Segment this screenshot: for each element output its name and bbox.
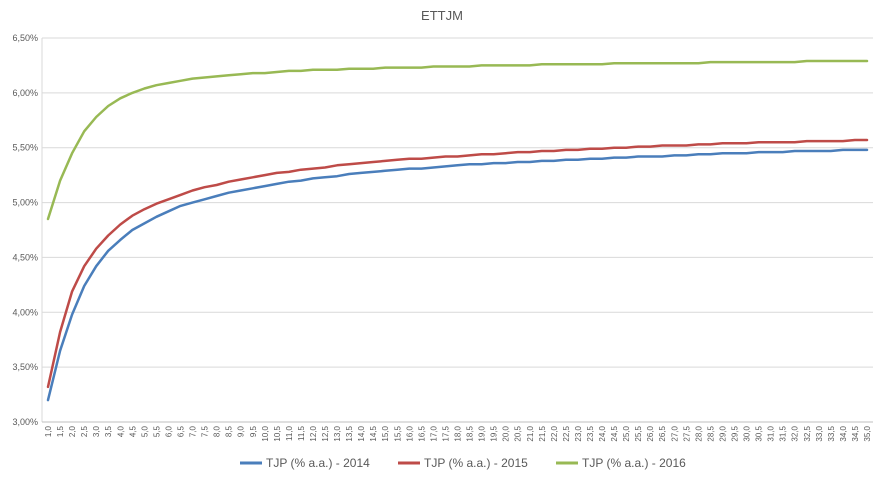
x-tick-label: 15,0 bbox=[381, 425, 390, 441]
x-tick-label: 19,5 bbox=[490, 425, 499, 441]
x-tick-label: 25,0 bbox=[622, 425, 631, 441]
y-tick-label: 4,00% bbox=[12, 307, 38, 317]
x-tick-label: 13,0 bbox=[333, 425, 342, 441]
x-tick-label: 1,0 bbox=[44, 425, 53, 437]
x-tick-label: 35,0 bbox=[863, 425, 872, 441]
x-tick-label: 33,5 bbox=[827, 425, 836, 441]
chart-title: ETTJM bbox=[421, 8, 463, 23]
x-tick-label: 21,5 bbox=[538, 425, 547, 441]
x-tick-label: 29,5 bbox=[731, 425, 740, 441]
y-tick-label: 6,00% bbox=[12, 88, 38, 98]
x-tick-label: 33,0 bbox=[815, 425, 824, 441]
series-line-3 bbox=[46, 59, 869, 221]
legend-label: TJP (% a.a.) - 2014 bbox=[266, 456, 370, 470]
x-tick-label: 14,0 bbox=[357, 425, 366, 441]
x-tick-label: 26,5 bbox=[658, 425, 667, 441]
x-tick-label: 23,0 bbox=[574, 425, 583, 441]
y-tick-label: 5,00% bbox=[12, 198, 38, 208]
x-tick-label: 2,0 bbox=[68, 425, 77, 437]
x-tick-label: 14,5 bbox=[369, 425, 378, 441]
y-tick-label: 5,50% bbox=[12, 143, 38, 153]
x-tick-label: 24,5 bbox=[610, 425, 619, 441]
series-line-2 bbox=[46, 138, 869, 389]
x-tick-label: 15,5 bbox=[393, 425, 402, 441]
x-tick-label: 17,0 bbox=[429, 425, 438, 441]
x-tick-label: 32,0 bbox=[791, 425, 800, 441]
x-tick-label: 4,5 bbox=[128, 425, 137, 437]
x-tick-label: 1,5 bbox=[56, 425, 65, 437]
legend-label: TJP (% a.a.) - 2016 bbox=[582, 456, 686, 470]
grid-lines bbox=[42, 37, 873, 423]
x-tick-label: 5,0 bbox=[140, 425, 149, 437]
y-tick-label: 3,00% bbox=[12, 417, 38, 427]
series-line-1 bbox=[46, 148, 869, 402]
x-tick-label: 25,5 bbox=[634, 425, 643, 441]
x-tick-label: 27,0 bbox=[670, 425, 679, 441]
x-tick-label: 23,5 bbox=[586, 425, 595, 441]
x-axis: 1,0 1,5 2,0 2,5 3,0 3,5 4,0 4,5 5,0 5,5 6,0 6,5 7,0 7… bbox=[42, 421, 873, 442]
x-tick-label: 19,0 bbox=[478, 425, 487, 441]
x-tick-label: 16,0 bbox=[405, 425, 414, 441]
x-tick-label: 3,5 bbox=[104, 425, 113, 437]
x-tick-label: 31,0 bbox=[767, 425, 776, 441]
x-tick-label: 31,5 bbox=[779, 425, 788, 441]
x-tick-label: 27,5 bbox=[682, 425, 691, 441]
x-tick-label: 30,5 bbox=[755, 425, 764, 441]
x-tick-label: 2,5 bbox=[80, 425, 89, 437]
x-tick-label: 32,5 bbox=[803, 425, 812, 441]
x-tick-label: 6,0 bbox=[164, 425, 173, 437]
x-tick-label: 10,0 bbox=[261, 425, 270, 441]
x-tick-label: 34,0 bbox=[839, 425, 848, 441]
x-tick-label: 16,5 bbox=[417, 425, 426, 441]
x-tick-label: 11,0 bbox=[285, 425, 294, 441]
legend-label: TJP (% a.a.) - 2015 bbox=[424, 456, 528, 470]
x-tick-label: 11,5 bbox=[297, 425, 306, 441]
x-tick-label: 20,5 bbox=[514, 425, 523, 441]
x-tick-label: 30,0 bbox=[743, 425, 752, 441]
x-tick-label: 18,0 bbox=[454, 425, 463, 441]
x-tick-label: 22,5 bbox=[562, 425, 571, 441]
x-tick-label: 18,5 bbox=[466, 425, 475, 441]
x-tick-label: 7,0 bbox=[189, 425, 198, 437]
x-tick-label: 26,0 bbox=[646, 425, 655, 441]
x-tick-label: 20,0 bbox=[502, 425, 511, 441]
x-tick-label: 3,0 bbox=[92, 425, 101, 437]
x-tick-label: 34,5 bbox=[851, 425, 860, 441]
x-tick-label: 12,0 bbox=[309, 425, 318, 441]
x-tick-label: 24,0 bbox=[598, 425, 607, 441]
series-lines bbox=[46, 59, 869, 402]
x-tick-label: 28,5 bbox=[706, 425, 715, 441]
x-tick-label: 5,5 bbox=[152, 425, 161, 437]
y-axis: 3,00% 3,50% 4,00% 4,50% 5,00% 5,50% 6,00% 6,50% bbox=[12, 33, 43, 427]
x-tick-label: 12,5 bbox=[321, 425, 330, 441]
x-tick-label: 9,5 bbox=[249, 425, 258, 437]
y-tick-label: 6,50% bbox=[12, 33, 38, 43]
x-tick-label: 28,0 bbox=[694, 425, 703, 441]
y-tick-label: 4,50% bbox=[12, 252, 38, 262]
x-tick-label: 9,0 bbox=[237, 425, 246, 437]
x-tick-label: 22,0 bbox=[550, 425, 559, 441]
x-tick-label: 29,0 bbox=[718, 425, 727, 441]
x-tick-label: 17,5 bbox=[441, 425, 450, 441]
x-tick-label: 13,5 bbox=[345, 425, 354, 441]
x-tick-label: 8,0 bbox=[213, 425, 222, 437]
legend: TJP (% a.a.) - 2014 TJP (% a.a.) - 2015 TJ… bbox=[240, 456, 686, 470]
x-tick-label: 6,5 bbox=[177, 425, 186, 437]
x-tick-label: 4,0 bbox=[116, 425, 125, 437]
x-tick-label: 8,5 bbox=[225, 425, 234, 437]
x-tick-label: 7,5 bbox=[201, 425, 210, 437]
y-tick-label: 3,50% bbox=[12, 362, 38, 372]
x-tick-label: 21,0 bbox=[526, 425, 535, 441]
x-tick-label: 10,5 bbox=[273, 425, 282, 441]
